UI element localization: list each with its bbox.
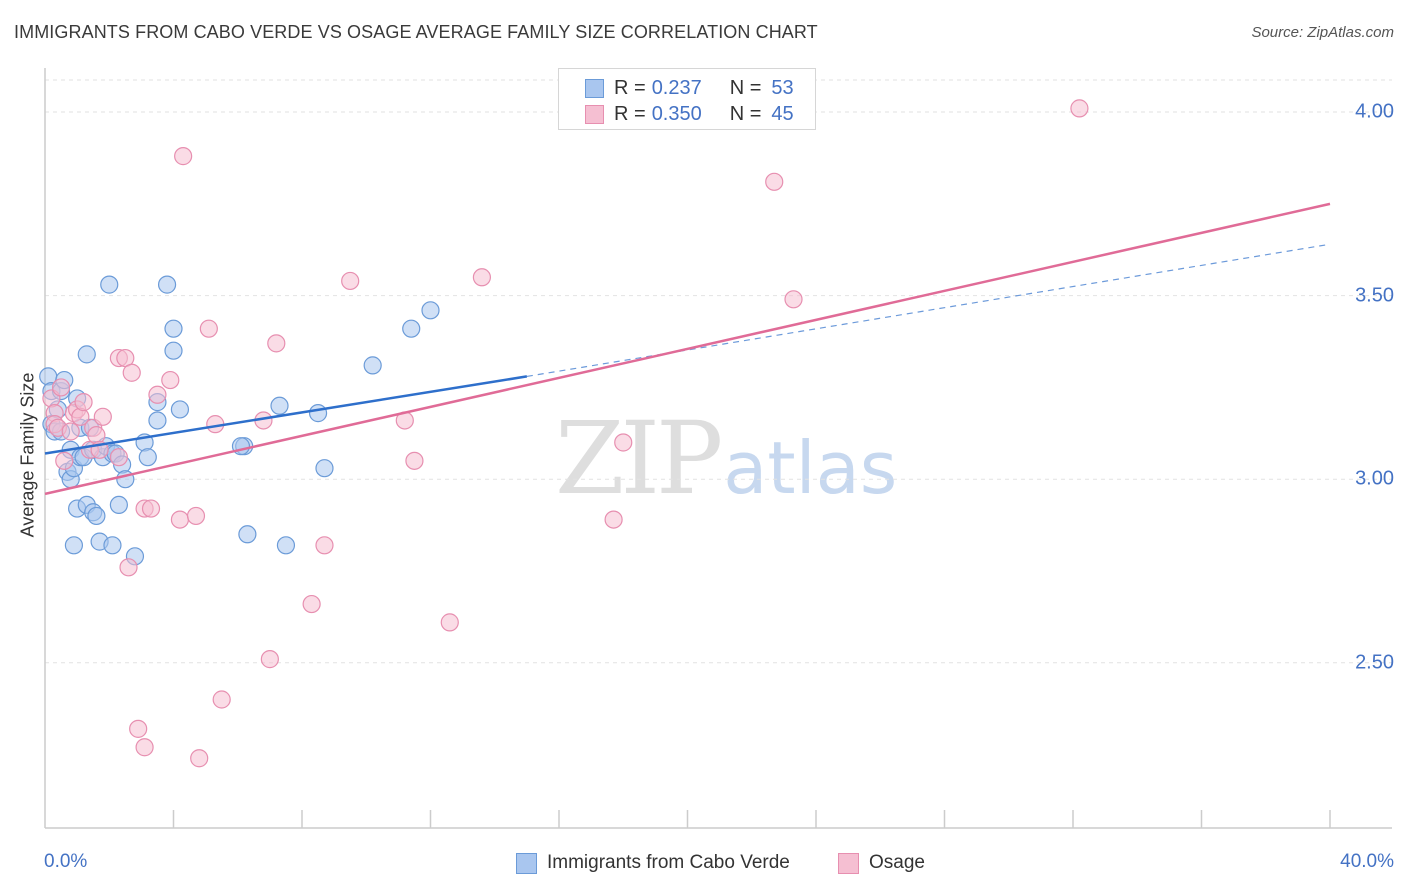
legend-n-value: 45 [771,102,794,125]
point-osage [74,393,93,412]
bottom-legend-swatch-series1 [516,852,537,874]
point-osage [1070,99,1089,118]
point-osage [260,650,279,669]
chart-title: IMMIGRANTS FROM CABO VERDE VS OSAGE AVER… [14,22,818,42]
point-cabo-verde [308,404,328,423]
point-cabo-verde [100,275,119,294]
legend-n-value: 53 [771,76,794,99]
trend-line-cabo-verde-extension [526,243,1331,377]
point-cabo-verde [421,301,440,320]
point-osage [765,172,784,191]
legend-swatch-series2 [585,104,604,124]
point-osage [161,370,180,390]
bottom-legend-label-series1: Immigrants from Cabo Verde [547,852,790,873]
point-osage [614,433,633,452]
legend-r-label: R = [614,76,646,99]
point-osage [119,558,138,577]
legend-row-series2: R = 0.350 N = 45 [585,102,794,126]
point-osage [199,319,218,338]
legend-r-value: 0.237 [651,76,702,99]
point-osage [129,719,148,738]
point-cabo-verde [87,506,106,526]
point-cabo-verde [103,536,122,555]
point-osage [51,378,71,397]
bottom-legend-series1: Immigrants from Cabo Verde [516,852,790,874]
y-tick-label: 4.00 [1355,100,1394,123]
point-cabo-verde [138,448,157,467]
source-label: Source: ZipAtlas.com [1251,24,1394,41]
point-osage [93,407,112,426]
y-axis-title: Average Family Size [17,372,38,538]
point-osage [784,290,803,309]
point-osage [135,738,154,757]
legend-n-label: N = [729,102,762,125]
point-cabo-verde [148,411,167,430]
point-osage [61,422,80,441]
point-osage [174,147,193,166]
point-cabo-verde [157,275,177,294]
point-osage [170,510,190,529]
point-osage [55,451,74,470]
point-cabo-verde [238,525,257,544]
point-osage [109,448,128,467]
legend-swatch-series1 [585,78,604,98]
point-osage [604,510,623,529]
legend-row-series1: R = 0.237 N = 53 [585,76,794,100]
correlation-legend: R = 0.237 N = 53 R = 0.350 N = 45 [558,68,816,130]
bottom-legend-series2: Osage [838,852,925,874]
bottom-legend-swatch-series2 [838,852,859,874]
point-cabo-verde [109,495,128,515]
point-osage [267,334,286,353]
legend-n-label: N = [729,76,762,99]
point-osage [190,749,209,768]
point-osage [122,363,141,382]
point-osage [148,385,167,404]
point-cabo-verde [276,536,296,555]
point-osage [315,536,334,555]
point-cabo-verde [170,400,190,419]
point-cabo-verde [164,319,183,338]
point-osage [186,506,206,526]
legend-r-label: R = [614,102,646,125]
point-osage [341,271,360,291]
point-osage [405,451,424,470]
point-cabo-verde [270,396,289,415]
bottom-legend-label-series2: Osage [869,852,925,873]
x-tick-label-min: 0.0% [44,851,88,872]
point-cabo-verde [164,341,183,360]
y-tick-label: 2.50 [1355,651,1394,674]
point-osage [302,594,321,614]
y-tick-label: 3.00 [1355,467,1394,490]
point-osage [87,426,106,445]
point-cabo-verde [363,356,382,375]
point-osage [212,690,231,709]
point-cabo-verde [64,536,84,555]
point-cabo-verde [315,459,334,478]
trend-line-cabo-verde [44,375,528,455]
data-points [39,99,1089,768]
trend-lines [44,202,1331,496]
point-osage [440,613,459,632]
grid-lines [45,79,1392,664]
point-cabo-verde [77,345,96,364]
point-osage [472,268,491,287]
point-cabo-verde [402,319,421,338]
y-tick-label: 3.50 [1355,284,1394,307]
axes [44,68,1392,829]
trend-line-osage [44,202,1331,496]
x-tick-label-max: 40.0% [1340,851,1394,872]
legend-r-value: 0.350 [651,102,702,125]
point-osage [141,499,161,518]
